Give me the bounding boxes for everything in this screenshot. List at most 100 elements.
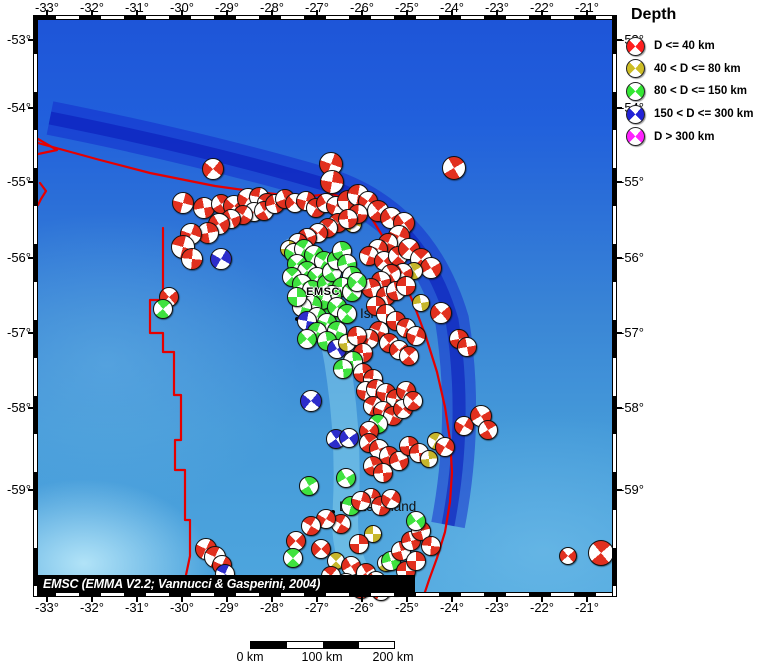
- tick-label: -27°: [305, 0, 329, 15]
- tick-label: -25°: [395, 0, 419, 15]
- focal-mechanism-symbol: [559, 547, 577, 565]
- tick-label: -29°: [215, 0, 239, 15]
- focal-mechanism-symbol: [181, 248, 203, 270]
- focal-mechanism-symbol: [339, 428, 359, 448]
- scale-bar-segment: [287, 642, 323, 648]
- tick-mark: [46, 10, 48, 15]
- focal-mechanism-symbol: [406, 511, 426, 531]
- tick-mark: [91, 10, 93, 15]
- tick-mark: [181, 597, 183, 602]
- focal-mechanism-symbol: [406, 551, 426, 571]
- tick-mark: [496, 10, 498, 15]
- tick-mark: [586, 597, 588, 602]
- tick-mark: [617, 39, 622, 41]
- tick-label: -55°: [7, 174, 31, 189]
- focal-mechanism-symbol: [478, 420, 498, 440]
- focal-mechanism-symbol: [420, 450, 438, 468]
- legend-item: D > 300 km: [626, 127, 714, 147]
- tick-mark: [28, 181, 33, 183]
- focal-mechanism-symbol: [301, 516, 321, 536]
- tick-mark: [406, 597, 408, 602]
- beachball-icon: [626, 127, 645, 147]
- beachball-icon: [626, 59, 645, 79]
- tick-mark: [617, 257, 622, 259]
- focal-mechanism-symbol: [210, 248, 232, 270]
- tick-label: -29°: [215, 600, 239, 615]
- tick-label: -33°: [35, 600, 59, 615]
- map-frame-right: [612, 15, 617, 597]
- focal-mechanism-symbol: [333, 359, 353, 379]
- map-frame-bottom: [33, 592, 617, 597]
- tick-label: -33°: [35, 0, 59, 15]
- focal-mechanism-symbol: [442, 156, 466, 180]
- tick-mark: [28, 489, 33, 491]
- tick-label: -22°: [530, 0, 554, 15]
- focal-mechanism-symbol: [403, 391, 423, 411]
- tick-label: -24°: [440, 600, 464, 615]
- tick-mark: [181, 10, 183, 15]
- tick-mark: [226, 597, 228, 602]
- focal-mechanism-symbol: [338, 209, 358, 229]
- tick-label: -26°: [350, 0, 374, 15]
- focal-mechanism-symbol: [300, 390, 322, 412]
- focal-mechanism-symbol: [299, 476, 319, 496]
- focal-mechanism-symbol: [421, 536, 441, 556]
- tick-mark: [316, 10, 318, 15]
- scale-bar-segment: [359, 642, 394, 648]
- map-frame-left: [33, 15, 38, 597]
- tick-label: -27°: [305, 600, 329, 615]
- tick-label: -23°: [485, 600, 509, 615]
- tick-mark: [271, 597, 273, 602]
- attribution-text: EMSC (EMMA V2.2; Vannucci & Gasperini, 2…: [43, 576, 321, 591]
- tick-label: -28°: [260, 0, 284, 15]
- focal-mechanism-symbol: [172, 192, 194, 214]
- tick-mark: [28, 107, 33, 109]
- focal-mechanism-symbol: [297, 329, 317, 349]
- legend-item: 40 < D <= 80 km: [626, 59, 741, 79]
- tick-mark: [136, 597, 138, 602]
- tick-label: -32°: [80, 600, 104, 615]
- focal-mechanism-symbol: [336, 468, 356, 488]
- tick-label: -59°: [620, 482, 644, 497]
- tick-mark: [617, 407, 622, 409]
- focal-mechanism-symbol: [588, 540, 614, 566]
- focal-mechanism-symbol: [399, 346, 419, 366]
- tick-label: -58°: [620, 400, 644, 415]
- focal-mechanism-symbol: [435, 437, 455, 457]
- beachball-icon: [626, 81, 645, 101]
- legend-item-label: 40 < D <= 80 km: [654, 62, 741, 75]
- tick-label: -28°: [260, 600, 284, 615]
- tick-label: -22°: [530, 600, 554, 615]
- tick-mark: [91, 597, 93, 602]
- scale-bar-label: 200 km: [372, 650, 414, 664]
- legend-item-label: 80 < D <= 150 km: [654, 85, 748, 98]
- scale-bar-segment: [251, 642, 287, 648]
- tick-label: -55°: [620, 174, 644, 189]
- focal-mechanism-symbol: [283, 548, 303, 568]
- tick-mark: [541, 597, 543, 602]
- focal-mechanism-symbol: [153, 299, 173, 319]
- legend-item-label: D > 300 km: [654, 130, 715, 143]
- tick-label: -56°: [7, 250, 31, 265]
- focal-mechanism-symbol: [381, 489, 401, 509]
- tick-mark: [136, 10, 138, 15]
- legend-item: D <= 40 km: [626, 36, 715, 56]
- map-frame-top: [33, 15, 617, 20]
- focal-mechanism-symbol: [349, 534, 369, 554]
- focal-mechanism-symbol: [457, 337, 477, 357]
- tick-mark: [28, 407, 33, 409]
- tick-mark: [28, 332, 33, 334]
- tick-mark: [406, 10, 408, 15]
- focal-mechanism-symbol: [202, 158, 224, 180]
- tick-label: -59°: [7, 482, 31, 497]
- tick-mark: [28, 257, 33, 259]
- tick-mark: [361, 597, 363, 602]
- tick-mark: [617, 107, 622, 109]
- tick-mark: [541, 10, 543, 15]
- scale-bar-label: 100 km: [301, 650, 343, 664]
- focal-mechanism-symbol: [420, 257, 442, 279]
- focal-mechanism-symbol: [320, 170, 344, 194]
- legend-item-label: D <= 40 km: [654, 40, 715, 52]
- tick-mark: [617, 489, 622, 491]
- map-scale-bar: [250, 641, 395, 649]
